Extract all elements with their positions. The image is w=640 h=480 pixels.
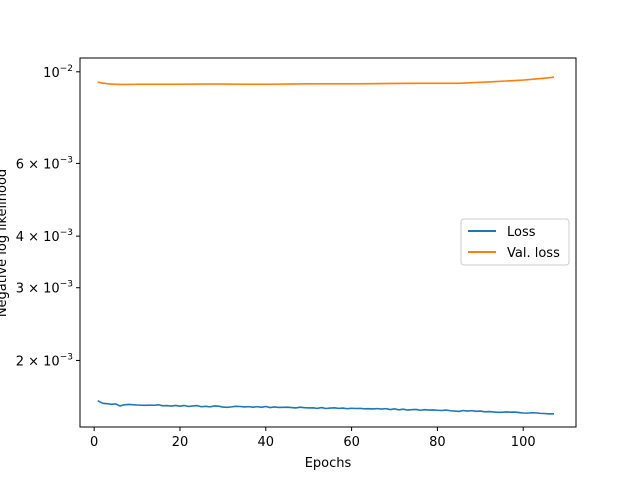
- x-axis-ticks: 0 20 40 60 80 100: [90, 427, 536, 450]
- x-axis-label: Epochs: [305, 456, 352, 471]
- x-tick-label: 100: [511, 435, 536, 450]
- x-tick-label: 80: [429, 435, 446, 450]
- y-tick-label: 3 × 10−3: [16, 280, 73, 297]
- x-tick-label: 40: [258, 435, 275, 450]
- axes-frame: [79, 57, 577, 428]
- legend-label-loss: Loss: [507, 225, 536, 240]
- y-tick-label: 2 × 10−3: [16, 352, 73, 369]
- legend: Loss Val. loss: [460, 218, 570, 266]
- x-tick-label: 20: [172, 435, 189, 450]
- y-axis-ticks: 10−2 6 × 10−3 4 × 10−3 3 × 10−3 2 × 10−3: [16, 64, 80, 369]
- series-line-loss: [97, 399, 555, 415]
- x-tick-label: 0: [90, 435, 98, 450]
- series-line-val-loss: [97, 76, 555, 86]
- y-axis-label: Negative log likelihood: [0, 169, 10, 317]
- y-tick-label: 6 × 10−3: [16, 155, 73, 172]
- y-tick-label: 10−2: [43, 64, 73, 81]
- x-tick-label: 60: [343, 435, 360, 450]
- legend-label-val-loss: Val. loss: [507, 246, 560, 261]
- series-layer: [97, 76, 555, 415]
- plot-area: [79, 57, 577, 428]
- y-tick-label: 4 × 10−3: [16, 228, 73, 245]
